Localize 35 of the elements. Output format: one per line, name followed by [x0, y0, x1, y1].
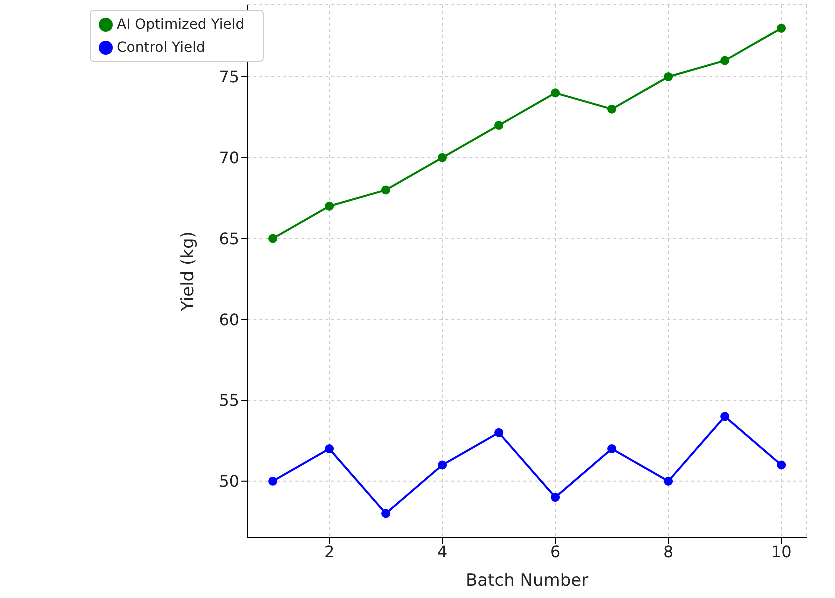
x-tick-label: 2: [324, 542, 335, 562]
point: [438, 153, 448, 162]
legend-label: Control Yield: [117, 40, 206, 56]
y-tick-label: 70: [219, 148, 240, 168]
point: [325, 444, 334, 454]
x-tick-label: 8: [663, 542, 674, 562]
y-tick-label: 75: [219, 68, 240, 87]
point: [720, 412, 730, 422]
x-tick-label: 6: [550, 542, 561, 562]
y-tick-label: 50: [219, 472, 240, 492]
point: [325, 202, 334, 211]
legend-label: AI Optimized Yield: [117, 17, 245, 33]
point: [551, 493, 560, 502]
point: [777, 24, 786, 33]
point: [382, 509, 391, 518]
point: [382, 186, 391, 195]
point: [268, 234, 278, 244]
point: [720, 56, 730, 66]
y-tick-label: 55: [219, 391, 240, 410]
y-tick-label: 65: [219, 229, 240, 248]
point: [551, 88, 560, 98]
point: [664, 72, 674, 82]
point: [268, 476, 278, 486]
x-tick-label: 10: [771, 542, 792, 562]
y-tick-label: 60: [219, 310, 240, 330]
y-axis-title: Yield (kg): [178, 232, 199, 312]
point: [438, 460, 448, 470]
point: [608, 104, 617, 114]
point: [608, 444, 617, 454]
x-tick-label: 4: [437, 542, 448, 562]
point: [494, 121, 504, 130]
point: [664, 476, 674, 486]
x-axis-title: Batch Number: [466, 571, 589, 591]
point: [777, 460, 786, 470]
point: [494, 428, 504, 438]
